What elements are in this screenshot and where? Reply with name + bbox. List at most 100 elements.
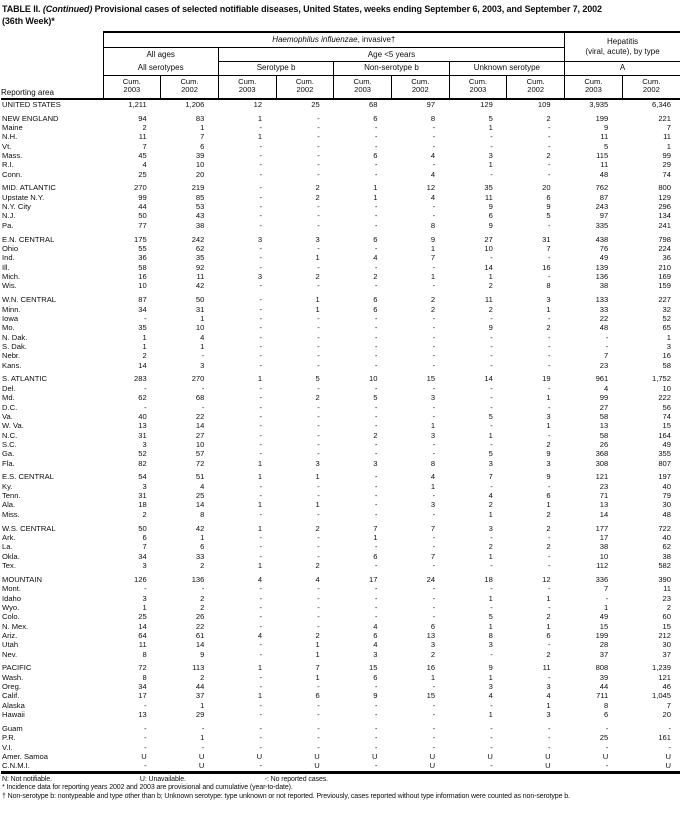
value-cell: 7 bbox=[666, 122, 671, 132]
value-cell: 3 bbox=[488, 150, 493, 160]
value-cell: 27 bbox=[484, 234, 493, 244]
value-cell: - bbox=[317, 584, 320, 594]
value-cell: 3 bbox=[257, 272, 263, 282]
value-cell: U bbox=[602, 752, 609, 762]
table-body: UNITED STATES 1,211 1,206 12 25 68 97 129 109 3,9… bbox=[1, 99, 680, 773]
value-cell: - bbox=[374, 561, 378, 570]
reporting-area-cell: Mo. bbox=[2, 323, 15, 333]
value-cell: - bbox=[374, 202, 378, 212]
value-cell: 336 bbox=[595, 574, 609, 584]
value-cell: - bbox=[432, 202, 436, 212]
table-row: Conn. 25 20 - - - 4 - - 48 74 bbox=[1, 170, 680, 179]
value-cell: 58 bbox=[599, 430, 609, 440]
value-cell: 1 bbox=[373, 532, 378, 542]
table-row: R.I. 4 10 - - - - 1 - 11 29 bbox=[1, 160, 680, 169]
value-cell: 1 bbox=[200, 313, 205, 323]
value-cell: 1 bbox=[200, 532, 205, 542]
reporting-area-cell: Fla. bbox=[2, 458, 15, 468]
reporting-area-cell: Tenn. bbox=[2, 491, 21, 501]
value-cell: 8 bbox=[430, 113, 436, 123]
value-cell: - bbox=[432, 602, 436, 612]
value-cell: 22 bbox=[599, 313, 609, 323]
value-cell: 807 bbox=[658, 458, 671, 468]
value-cell: - bbox=[259, 393, 263, 403]
value-cell: - bbox=[548, 742, 551, 752]
value-cell: 2 bbox=[373, 430, 378, 440]
value-cell: 54 bbox=[138, 472, 147, 482]
value-cell: 4 bbox=[430, 472, 436, 482]
value-cell: - bbox=[317, 733, 320, 743]
value-cell: 12 bbox=[542, 574, 551, 584]
value-cell: 1 bbox=[488, 672, 493, 682]
value-cell: 45 bbox=[138, 150, 147, 160]
table-row: P.R. - 1 - - - - - - 25 161 bbox=[1, 733, 680, 742]
value-cell: 6 bbox=[604, 710, 609, 720]
value-cell: 5 bbox=[488, 449, 493, 459]
value-cell: U bbox=[429, 761, 436, 771]
value-cell: 10 bbox=[484, 244, 493, 253]
value-cell: 199 bbox=[595, 113, 609, 123]
value-cell: - bbox=[317, 383, 320, 393]
table-row: PACIFIC 72 113 1 7 15 16 9 11 808 1,239 bbox=[1, 663, 680, 672]
value-cell: 3 bbox=[373, 649, 378, 659]
value-cell: 136 bbox=[595, 272, 609, 282]
value-cell: 109 bbox=[537, 99, 551, 109]
value-cell: 1 bbox=[546, 593, 551, 603]
value-cell: - bbox=[259, 141, 263, 151]
value-cell: - bbox=[317, 160, 320, 170]
value-cell: 25 bbox=[138, 169, 147, 179]
value-cell: 10 bbox=[195, 160, 205, 170]
value-cell: - bbox=[201, 584, 205, 594]
value-cell: - bbox=[432, 351, 436, 361]
value-cell: 85 bbox=[195, 192, 205, 202]
value-cell: 9 bbox=[488, 202, 493, 212]
value-cell: 92 bbox=[195, 262, 205, 272]
reporting-area-cell: N.H. bbox=[2, 132, 18, 142]
reporting-area-cell: W. Va. bbox=[2, 421, 24, 431]
value-cell: 18 bbox=[138, 500, 147, 510]
value-cell: - bbox=[317, 332, 320, 342]
value-cell: 15 bbox=[599, 621, 609, 631]
value-cell: - bbox=[374, 761, 378, 771]
value-cell: - bbox=[317, 742, 320, 752]
value-cell: 35 bbox=[484, 183, 493, 193]
col-group-serotype-b: Serotype b bbox=[218, 61, 335, 76]
value-cell: 17 bbox=[138, 691, 147, 701]
value-cell: - bbox=[432, 323, 436, 333]
table-row: Ariz. 64 61 4 2 6 13 8 6 199 212 bbox=[1, 631, 680, 640]
value-cell: - bbox=[374, 682, 378, 692]
value-cell: 3,935 bbox=[589, 99, 609, 109]
value-cell: 6 bbox=[546, 630, 551, 640]
value-cell: - bbox=[144, 761, 147, 771]
value-cell: - bbox=[259, 169, 263, 179]
value-cell: 224 bbox=[658, 244, 671, 253]
value-cell: 52 bbox=[138, 449, 147, 459]
value-cell: - bbox=[374, 542, 378, 552]
value-cell: - bbox=[259, 192, 263, 202]
value-cell: 1 bbox=[257, 472, 263, 482]
hepatitis-label: Hepatitis bbox=[606, 37, 639, 46]
value-cell: 1 bbox=[200, 700, 205, 710]
value-cell: - bbox=[374, 481, 378, 491]
value-cell: 4 bbox=[546, 691, 551, 701]
value-cell: - bbox=[548, 351, 551, 361]
value-cell: 16 bbox=[542, 262, 551, 272]
table-row: Vt. 7 6 - - - - - - 5 1 bbox=[1, 142, 680, 151]
value-cell: 8 bbox=[142, 672, 147, 682]
value-cell: 1 bbox=[315, 649, 320, 659]
value-cell: - bbox=[259, 411, 263, 421]
value-cell: 11 bbox=[138, 640, 147, 650]
value-cell: 2 bbox=[430, 295, 436, 305]
value-cell: - bbox=[259, 332, 263, 342]
value-cell: 14 bbox=[484, 374, 493, 384]
value-cell: 175 bbox=[134, 234, 147, 244]
value-cell: - bbox=[374, 612, 378, 622]
value-cell: 82 bbox=[138, 458, 147, 468]
value-cell: - bbox=[374, 351, 378, 361]
reporting-area-cell: Ala. bbox=[2, 500, 16, 510]
value-cell: 62 bbox=[195, 244, 205, 253]
value-cell: 2 bbox=[546, 439, 551, 449]
value-cell: 39 bbox=[599, 672, 609, 682]
value-cell: - bbox=[374, 411, 378, 421]
value-cell: 9 bbox=[546, 472, 551, 482]
